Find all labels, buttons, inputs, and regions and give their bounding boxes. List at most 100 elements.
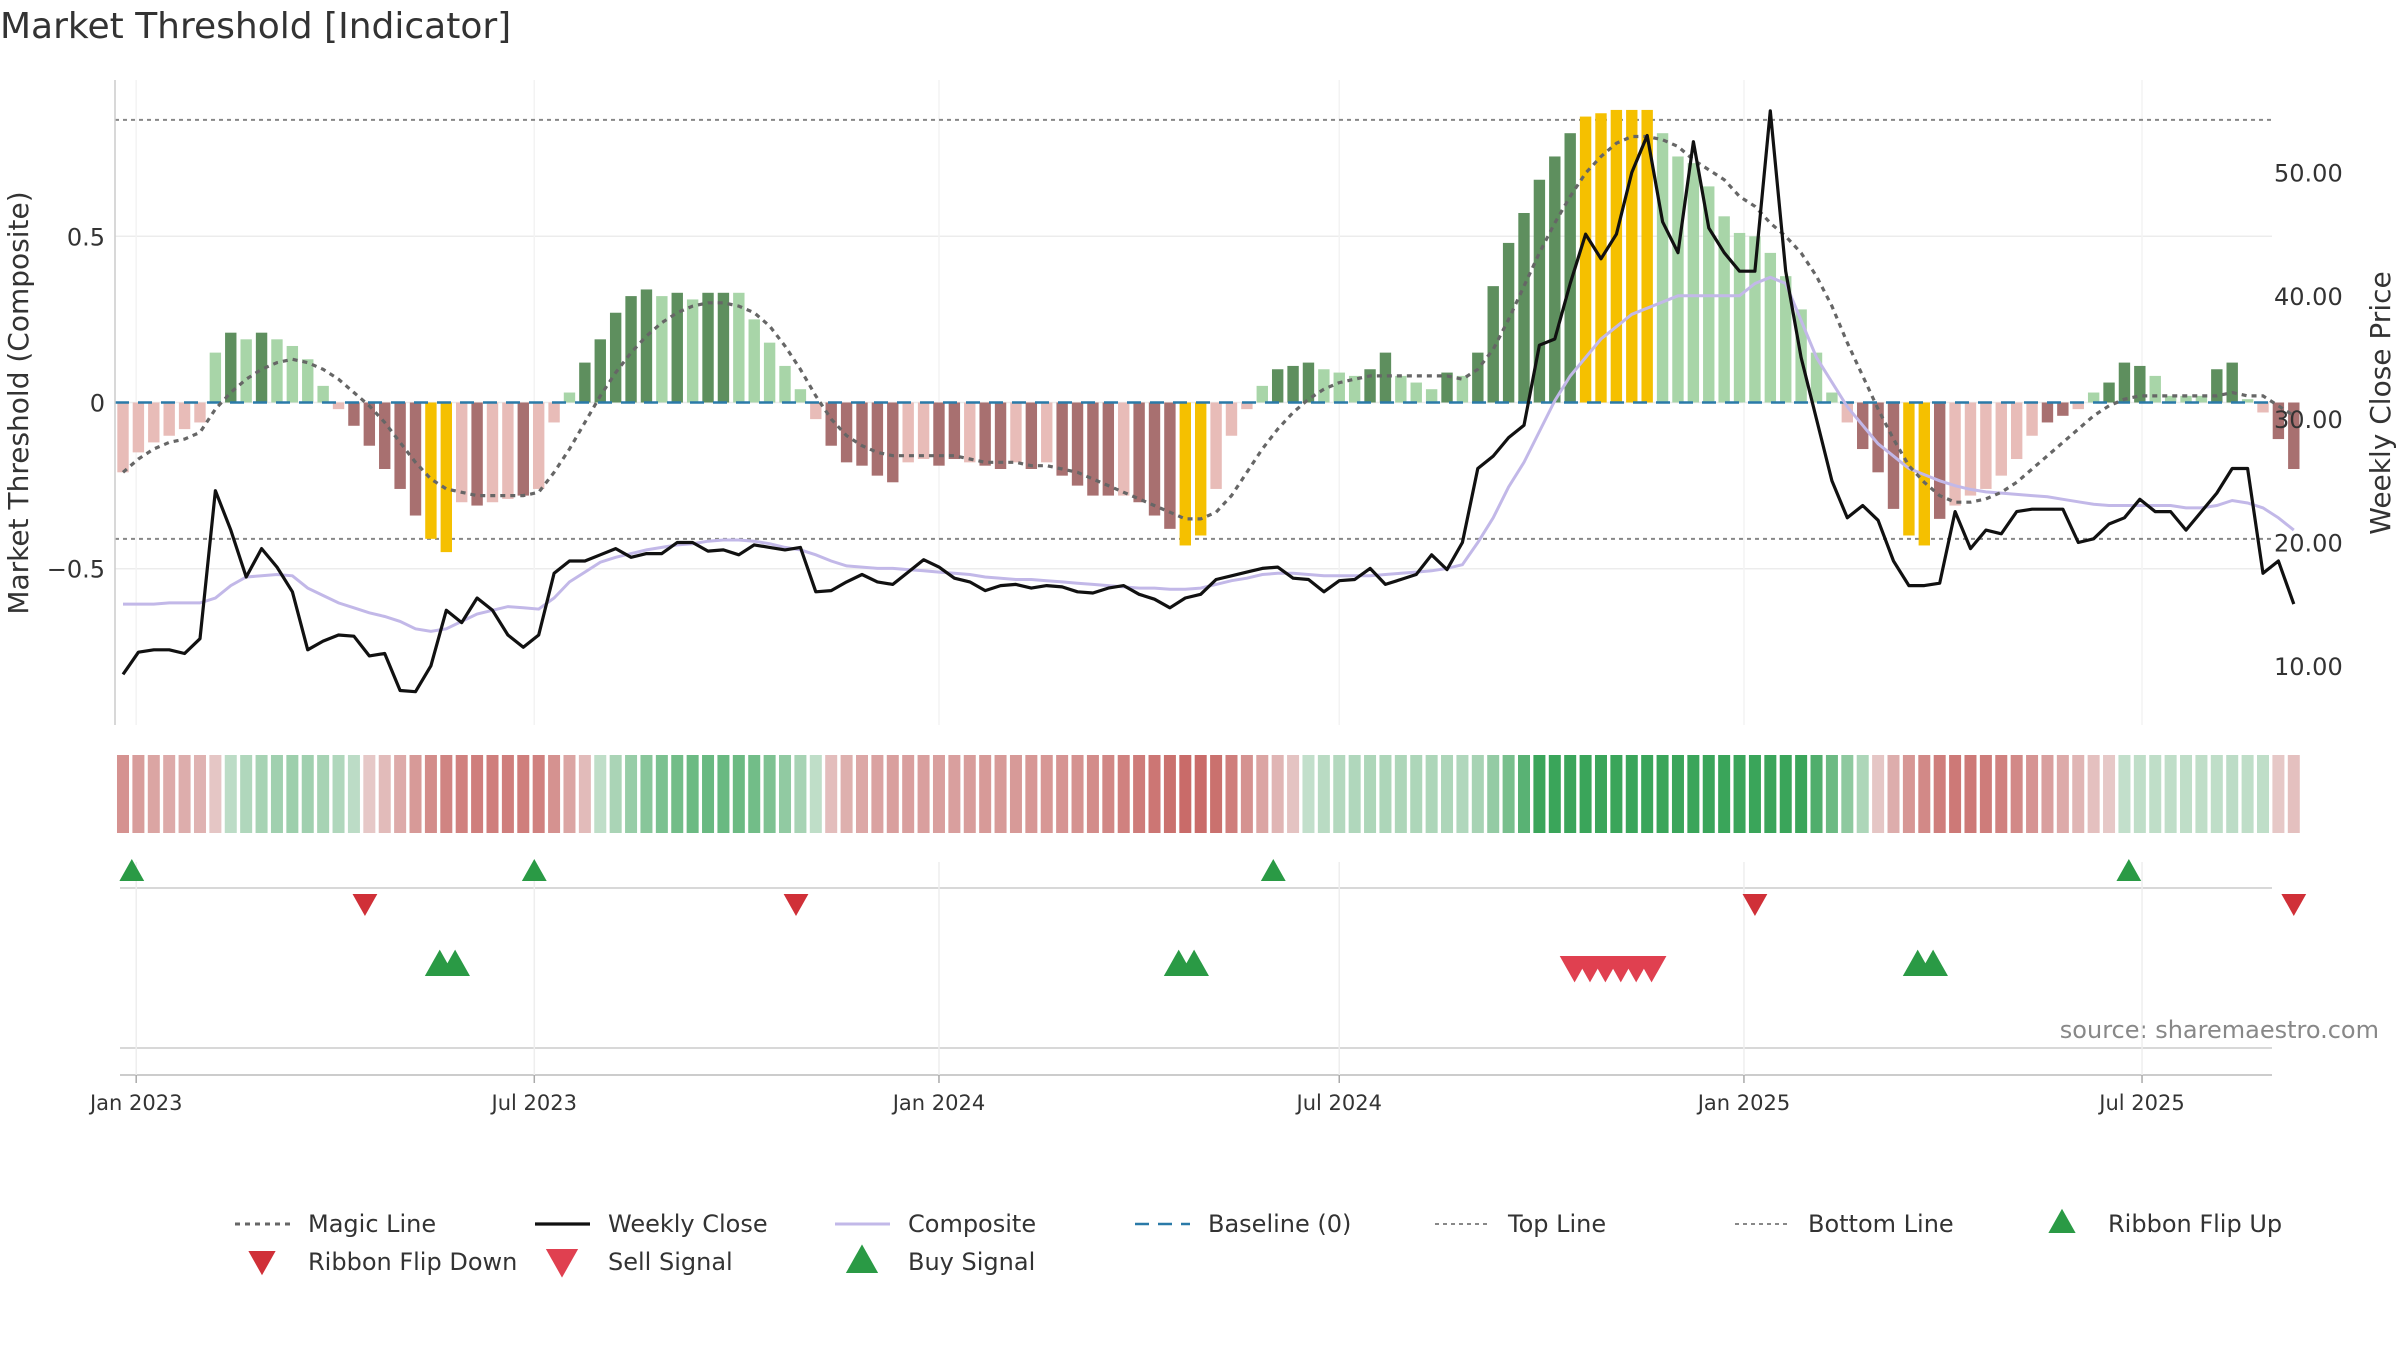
- ribbon-cell: [1656, 755, 1669, 833]
- composite-bar: [1564, 133, 1576, 403]
- ribbon-cell: [779, 755, 792, 833]
- composite-bar: [348, 402, 360, 426]
- ribbon-cell: [1040, 755, 1053, 833]
- ribbon-flip-down-marker: [1742, 894, 1768, 916]
- composite-bar: [1087, 402, 1099, 496]
- ribbon-cell: [1687, 755, 1700, 833]
- ribbon-cell: [1548, 755, 1561, 833]
- ribbon-cell: [2241, 755, 2254, 833]
- composite-bar: [779, 365, 791, 403]
- ribbon-cell: [1918, 755, 1931, 833]
- ribbon-cell: [1872, 755, 1885, 833]
- ribbon-cell: [1887, 755, 1900, 833]
- ribbon-cell: [532, 755, 545, 833]
- ribbon-cell: [1579, 755, 1592, 833]
- ribbon-cell: [1933, 755, 1946, 833]
- ribbon-cell: [1009, 755, 1022, 833]
- composite-bar: [425, 402, 437, 539]
- ribbon-cell: [486, 755, 499, 833]
- composite-bar: [2072, 402, 2084, 410]
- ribbon-cell: [1502, 755, 1515, 833]
- ribbon-cell: [1102, 755, 1115, 833]
- composite-bar: [871, 402, 884, 476]
- legend-label: Baseline (0): [1208, 1210, 1351, 1238]
- composite-bar: [1025, 402, 1038, 469]
- composite-bar: [2103, 382, 2115, 403]
- right-tick-label: 40.00: [2274, 283, 2343, 311]
- composite-bar: [194, 402, 206, 423]
- composite-bar: [686, 299, 699, 403]
- composite-bar: [594, 339, 606, 403]
- ribbon-cell: [301, 755, 314, 833]
- ribbon-cell: [2056, 755, 2069, 833]
- composite-bar: [1225, 402, 1238, 436]
- composite-bar: [1318, 369, 1330, 403]
- ribbon-cell: [163, 755, 176, 833]
- composite-bar: [2026, 402, 2038, 436]
- legend-label: Top Line: [1507, 1210, 1606, 1238]
- composite-bar: [1487, 286, 1499, 403]
- composite-bar: [1749, 236, 1761, 403]
- ribbon-flip-down-marker: [2281, 894, 2307, 916]
- composite-bar: [948, 402, 961, 460]
- ribbon-cell: [1795, 755, 1808, 833]
- ribbon-cell: [1825, 755, 1838, 833]
- ribbon-cell: [440, 755, 453, 833]
- legend-label: Composite: [908, 1210, 1036, 1238]
- ribbon-cell: [224, 755, 237, 833]
- ribbon-cell: [1518, 755, 1531, 833]
- ribbon-cell: [1533, 755, 1546, 833]
- ribbon-cell: [1210, 755, 1223, 833]
- ribbon-cell: [1902, 755, 1915, 833]
- composite-bar: [1456, 375, 1469, 403]
- composite-bar: [1533, 179, 1546, 403]
- ribbon-cell: [2180, 755, 2193, 833]
- composite-bar: [810, 402, 822, 420]
- weekly-close-line: [121, 109, 2296, 694]
- composite-bar: [2149, 375, 2161, 403]
- x-tick-label: Jul 2025: [2097, 1091, 2184, 1115]
- composite-bar: [1626, 109, 1638, 403]
- ribbon-cell: [2287, 755, 2300, 833]
- legend-item-baseline: Baseline (0): [1135, 1210, 1351, 1238]
- composite-bar: [1841, 402, 1854, 423]
- y-axis-label-right: Weekly Close Price: [2364, 271, 2397, 534]
- legend-label: Magic Line: [308, 1210, 436, 1238]
- composite-bar: [1733, 232, 1746, 403]
- right-tick-label: 10.00: [2274, 653, 2343, 681]
- composite-bar: [763, 342, 776, 403]
- composite-bar: [517, 402, 529, 496]
- x-tick-label: Jul 2023: [490, 1091, 577, 1115]
- right-tick-label: 30.00: [2274, 406, 2343, 434]
- ribbon-cell: [1856, 755, 1869, 833]
- ribbon-cell: [2072, 755, 2085, 833]
- left-tick-label: −0.5: [47, 556, 105, 584]
- composite-bar: [1041, 402, 1053, 463]
- ribbon-cell: [1949, 755, 1962, 833]
- ribbon-cell: [1364, 755, 1377, 833]
- composite-bar: [255, 332, 268, 403]
- composite-bar: [1826, 392, 1838, 403]
- ribbon-cell: [1841, 755, 1854, 833]
- ribbon-cell: [471, 755, 484, 833]
- ribbon-cell: [1733, 755, 1746, 833]
- composite-bar: [2211, 369, 2223, 403]
- ribbon-cell: [1240, 755, 1253, 833]
- ribbon-cell: [855, 755, 868, 833]
- legend-item-composite: Composite: [835, 1210, 1036, 1238]
- composite-bar: [1287, 365, 1299, 403]
- ribbon-cell: [1979, 755, 1992, 833]
- ribbon-cell: [871, 755, 884, 833]
- legend-item-close: Weekly Close: [535, 1210, 768, 1238]
- signal-rows: Jan 2023 Jul 2023 Jan 2024 Jul 2024 Jan 2025…: [88, 859, 2307, 1278]
- line-series: [115, 109, 2296, 694]
- ribbon-cell: [1256, 755, 1269, 833]
- ribbon-cell: [1071, 755, 1084, 833]
- composite-bar: [225, 332, 237, 403]
- composite-bar: [1364, 369, 1376, 403]
- x-tick-label: Jan 2023: [88, 1091, 183, 1115]
- ribbon-cell: [917, 755, 930, 833]
- ribbon-cell: [594, 755, 607, 833]
